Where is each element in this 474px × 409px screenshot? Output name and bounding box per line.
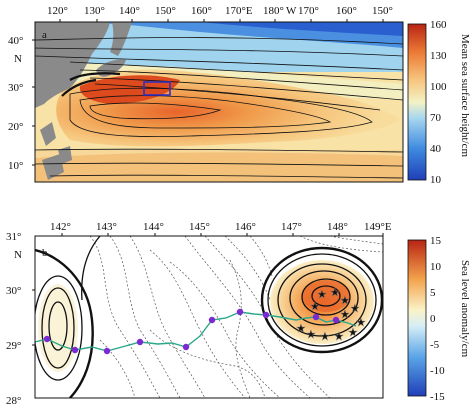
colorbar-tick: 130 <box>430 50 447 62</box>
y-tick-label: 20° <box>8 121 23 133</box>
star-marker: ★ <box>340 295 350 307</box>
colorbar-tick: -15 <box>430 391 445 403</box>
colorbar-tick: 15 <box>430 235 442 247</box>
panel-b-map: ★ ★ ★ ★ ★ ★ ★ ★ ★ ★ ★ ★ <box>35 236 383 398</box>
y-tick-label: 28° <box>6 395 21 407</box>
y-unit-label: N <box>14 249 22 261</box>
x-tick-label: W <box>286 5 297 17</box>
y-tick-label: 29° <box>6 340 21 352</box>
x-tick-label: 148° <box>327 221 348 233</box>
x-tick-label: 147° <box>281 221 302 233</box>
x-tick-label: 150° <box>155 5 176 17</box>
colorbar-tick: -5 <box>430 339 440 351</box>
panel-a: a 120° 130° 140° 150° 160° 170°E 180° W … <box>8 5 471 186</box>
x-tick-label: 150° <box>372 5 393 17</box>
star-marker: ★ <box>340 309 350 321</box>
x-tick-label: 160° <box>336 5 357 17</box>
colorbar-tick: -10 <box>430 365 445 377</box>
star-marker: ★ <box>317 289 327 301</box>
star-marker: ★ <box>348 327 358 339</box>
x-tick-label: 145° <box>189 221 210 233</box>
panel-a-x-axis: 120° 130° 140° 150° 160° 170°E 180° W 17… <box>47 5 393 22</box>
star-marker: ★ <box>334 331 344 343</box>
colorbar-tick: 10 <box>430 261 442 273</box>
panel-b-colorbar: 15 10 5 0 -5 -10 -15 Sea level anomaly/c… <box>407 235 471 403</box>
y-tick-label: 30° <box>6 285 21 297</box>
x-tick-label: 142° <box>50 221 71 233</box>
panel-a-letter: a <box>42 29 47 41</box>
panel-a-colorbar: 160 130 100 70 40 10 Mean sea surface he… <box>407 19 471 186</box>
star-marker: ★ <box>356 317 366 329</box>
x-tick-label: 170°E <box>225 5 253 17</box>
star-marker: ★ <box>330 287 340 299</box>
colorbar-label: Mean sea surface height/cm <box>459 34 471 158</box>
track-dots <box>43 308 340 355</box>
track-stars: ★ ★ ★ ★ ★ ★ ★ ★ ★ ★ ★ ★ <box>296 287 366 343</box>
colorbar-tick: 0 <box>430 313 436 325</box>
x-tick-label: 130° <box>84 5 105 17</box>
star-marker: ★ <box>296 323 306 335</box>
x-tick-label: 120° <box>47 5 68 17</box>
x-tick-label: 143° <box>96 221 117 233</box>
star-marker: ★ <box>306 329 316 341</box>
panel-a-map <box>35 22 403 182</box>
x-tick-label: 146° <box>235 221 256 233</box>
panel-b-letter: b <box>42 247 48 259</box>
study-region-box <box>143 81 171 96</box>
colorbar-label: Sea level anomaly/cm <box>459 260 471 358</box>
y-tick-label: 10° <box>8 160 23 172</box>
panel-b-y-axis: 31° N 30° 29° 28° <box>6 231 35 407</box>
colorbar-tick: 100 <box>430 81 447 93</box>
colorbar-tick: 5 <box>430 287 436 299</box>
x-tick-label: 144° <box>143 221 164 233</box>
x-tick-label: 170° <box>298 5 319 17</box>
star-marker: ★ <box>320 331 330 343</box>
panel-a-y-axis: 40° N 30° 20° 10° <box>8 35 35 172</box>
star-marker: ★ <box>350 303 360 315</box>
x-tick-label: 140° <box>119 5 140 17</box>
colorbar-tick: 160 <box>430 19 447 31</box>
y-tick-label: 31° <box>6 231 21 243</box>
x-tick-label: 160° <box>191 5 212 17</box>
y-unit-label: N <box>14 53 22 65</box>
panel-b-x-axis: 142° 143° 144° 145° 146° 147° 148° 149°E <box>50 221 392 236</box>
y-tick-label: 30° <box>8 82 23 94</box>
y-tick-label: 40° <box>8 35 23 47</box>
colorbar-tick: 10 <box>430 174 442 186</box>
colorbar-tick: 70 <box>430 112 442 124</box>
x-tick-label: 149°E <box>364 221 392 233</box>
star-marker: ★ <box>310 301 320 313</box>
x-tick-label: 180° <box>263 5 284 17</box>
colorbar-tick: 40 <box>430 143 442 155</box>
panel-b: ★ ★ ★ ★ ★ ★ ★ ★ ★ ★ ★ ★ b 142° 143° 144° <box>6 221 471 407</box>
